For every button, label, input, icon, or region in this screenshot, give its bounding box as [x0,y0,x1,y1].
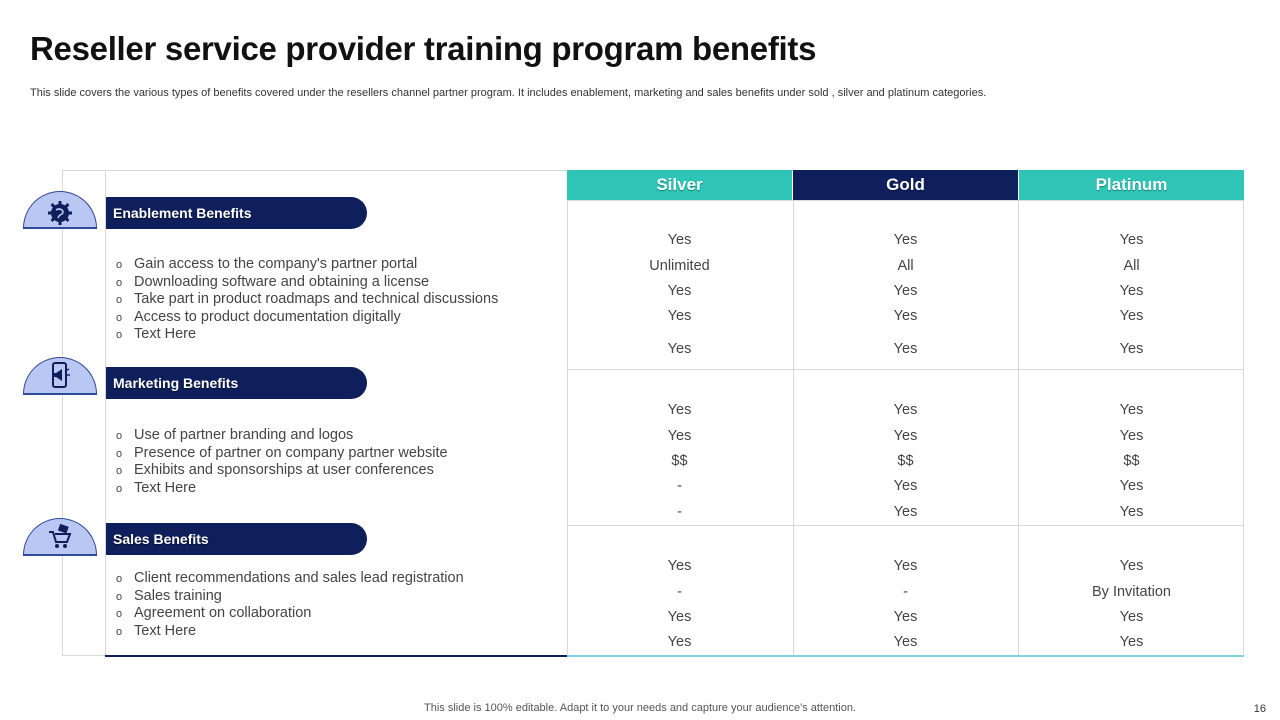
table-cell: Yes [1019,282,1244,300]
row-divider [567,200,1244,201]
table-cell: Yes [793,231,1018,249]
table-cell: Yes [567,231,792,249]
table-cell: - [567,477,792,495]
list-item: o Gain access to the company's partner po… [116,256,498,274]
table-cell: By Invitation [1019,583,1244,601]
table-bottom-accent [567,655,1244,657]
list-item: o Sales training [116,588,464,606]
section-label-sales: Sales Benefits [106,523,367,555]
bullet-list-enablement: o Gain access to the company's partner po… [116,256,498,344]
table-cell: Yes [793,557,1018,575]
table-cell: Yes [567,557,792,575]
table-cell: Yes [793,477,1018,495]
table-cell: Unlimited [567,257,792,275]
table-cell: All [1019,257,1244,275]
section-label-marketing: Marketing Benefits [106,367,367,399]
header-gold: Gold [793,170,1018,200]
table-cell: Yes [567,340,792,358]
bullet-list-sales: o Client recommendations and sales lead r… [116,570,464,640]
list-item: o Use of partner branding and logos [116,427,448,445]
table-cell: Yes [793,340,1018,358]
table-cell: Yes [793,608,1018,626]
table-cell: Yes [1019,477,1244,495]
table-cell: $$ [793,452,1018,470]
table-cell: Yes [567,427,792,445]
table-cell: Yes [793,503,1018,521]
table-cell: Yes [567,633,792,651]
table-cell: Yes [1019,340,1244,358]
table-cell: Yes [1019,307,1244,325]
table-cell: Yes [793,401,1018,419]
list-item: o Presence of partner on company partner … [116,445,448,463]
page-number: 16 [1254,703,1266,715]
list-item: o Take part in product roadmaps and techn… [116,291,498,309]
table-cell: - [567,583,792,601]
table-cell: $$ [567,452,792,470]
section-label-enablement: Enablement Benefits [106,197,367,229]
table-cell: - [793,583,1018,601]
table-cell: Yes [1019,503,1244,521]
table-cell: $$ [1019,452,1244,470]
table-cell: All [793,257,1018,275]
gear-globe-icon [47,200,73,226]
divider [105,170,106,656]
table-cell: Yes [793,282,1018,300]
table-cell: Yes [1019,608,1244,626]
shopping-cart-tag-icon [47,524,73,550]
table-cell: Yes [1019,427,1244,445]
list-item: o Text Here [116,326,498,344]
table-cell: Yes [1019,401,1244,419]
table-cell: Yes [1019,633,1244,651]
divider [105,655,568,657]
list-item: o Client recommendations and sales lead r… [116,570,464,588]
header-silver: Silver [567,170,792,200]
table-cell: Yes [567,401,792,419]
table-cell: Yes [567,282,792,300]
table-cell: Yes [567,608,792,626]
page-subtitle: This slide covers the various types of b… [30,87,986,99]
table-cell: Yes [1019,557,1244,575]
mobile-megaphone-icon [48,362,72,390]
table-cell: Yes [1019,231,1244,249]
row-divider [567,525,1244,526]
page-title: Reseller service provider training progr… [30,30,816,68]
table-cell: Yes [567,307,792,325]
list-item: o Agreement on collaboration [116,605,464,623]
table-cell: Yes [793,633,1018,651]
header-platinum: Platinum [1019,170,1244,200]
table-cell: Yes [793,307,1018,325]
row-divider [567,369,1244,370]
list-item: o Downloading software and obtaining a li… [116,274,498,292]
table-cell: - [567,503,792,521]
list-item: o Text Here [116,623,464,641]
list-item: o Access to product documentation digital… [116,309,498,327]
table-cell: Yes [793,427,1018,445]
footer-note: This slide is 100% editable. Adapt it to… [0,702,1280,714]
list-item: o Text Here [116,480,448,498]
bullet-list-marketing: o Use of partner branding and logos o Pres… [116,427,448,497]
list-item: o Exhibits and sponsorships at user confe… [116,462,448,480]
